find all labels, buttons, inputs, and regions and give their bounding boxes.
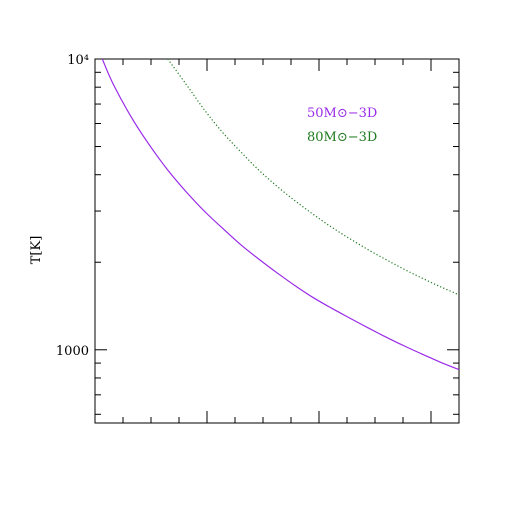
series-line bbox=[167, 58, 460, 296]
series-group bbox=[101, 58, 460, 371]
legend-entry: 80M⊙−3D bbox=[307, 130, 377, 145]
y-tick-label: 10⁴ bbox=[67, 53, 89, 68]
legend-entry: 50M⊙−3D bbox=[307, 106, 377, 121]
axis-ticks bbox=[95, 58, 459, 423]
plot-frame bbox=[94, 58, 460, 424]
y-tick-labels: 10⁴ 1000 bbox=[56, 53, 89, 359]
y-tick-label: 1000 bbox=[56, 344, 89, 359]
y-axis-label: T[K] bbox=[29, 236, 44, 265]
legend: 50M⊙−3D 80M⊙−3D bbox=[307, 106, 377, 145]
series-line bbox=[101, 58, 460, 371]
